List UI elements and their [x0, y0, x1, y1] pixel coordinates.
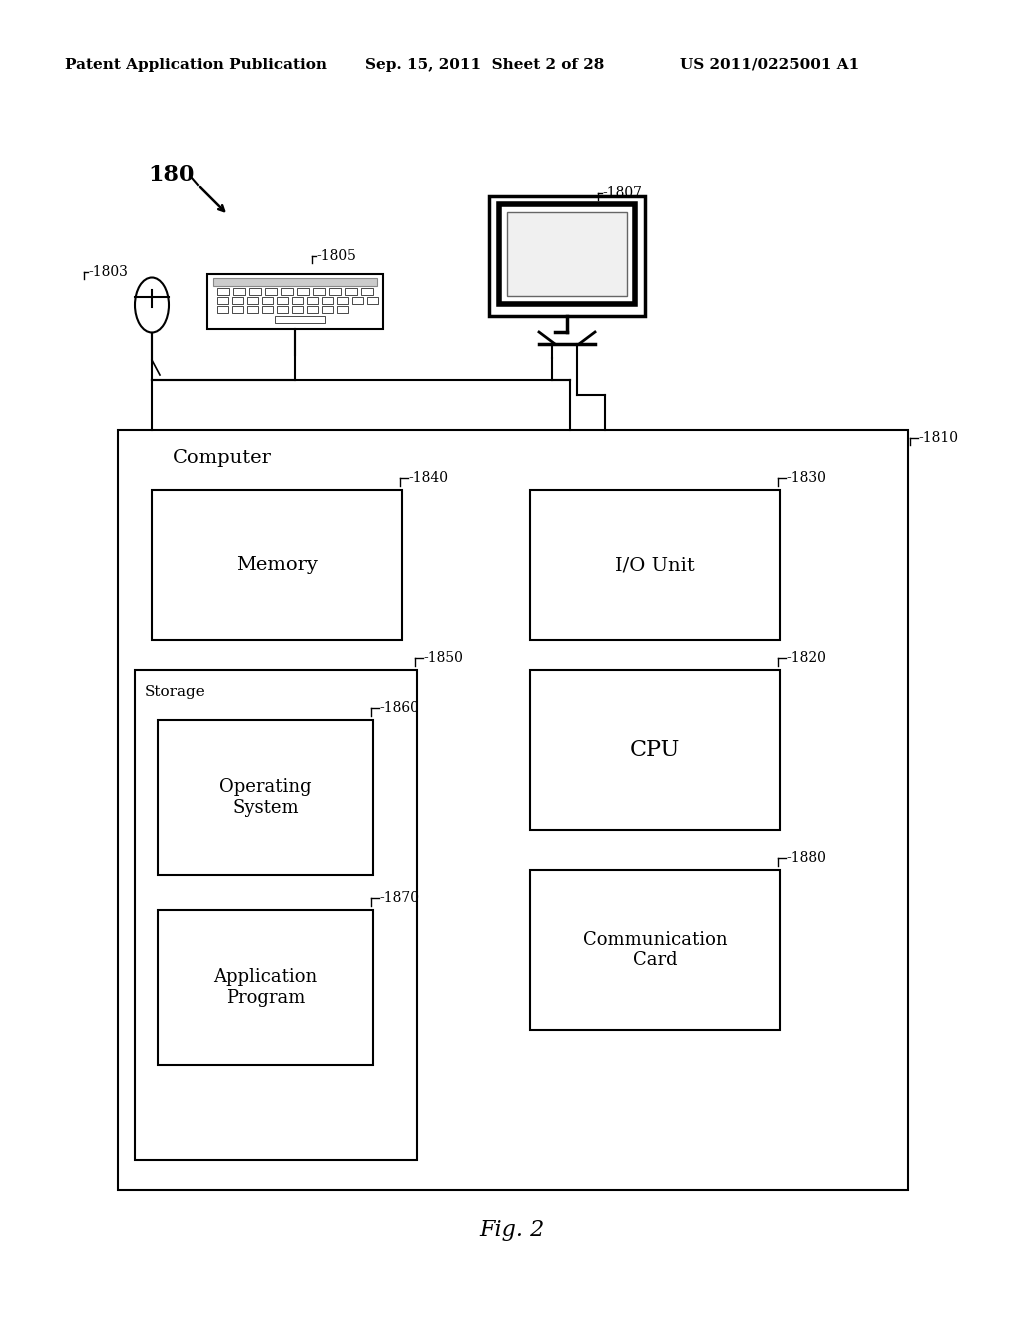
Bar	[249, 288, 261, 294]
Text: Storage: Storage	[145, 685, 206, 700]
Text: -1840: -1840	[408, 471, 449, 484]
Text: -1810: -1810	[918, 432, 958, 445]
Bar	[278, 306, 288, 313]
Bar	[158, 719, 373, 875]
Text: -1805: -1805	[316, 249, 356, 263]
Bar	[361, 288, 373, 294]
Bar	[262, 306, 273, 313]
Bar	[329, 288, 341, 294]
Bar	[322, 306, 333, 313]
Bar	[489, 195, 645, 315]
Bar	[213, 279, 377, 286]
Bar	[307, 297, 318, 304]
Text: Computer: Computer	[173, 449, 272, 467]
Text: -1870: -1870	[379, 891, 419, 906]
Bar	[367, 297, 378, 304]
Bar	[217, 306, 228, 313]
Text: Memory: Memory	[237, 556, 317, 574]
Bar	[530, 671, 780, 830]
Bar	[337, 306, 348, 313]
Bar	[507, 213, 627, 296]
Bar	[247, 297, 258, 304]
Bar	[135, 671, 417, 1160]
Text: Operating
System: Operating System	[219, 777, 312, 817]
Text: -1830: -1830	[786, 471, 826, 484]
Text: -1807: -1807	[602, 186, 642, 201]
Bar	[337, 297, 348, 304]
Bar	[322, 297, 333, 304]
Text: 180: 180	[148, 164, 195, 186]
Bar	[233, 288, 245, 294]
Bar	[232, 306, 243, 313]
Bar	[247, 306, 258, 313]
Bar	[292, 297, 303, 304]
Text: Communication
Card: Communication Card	[583, 931, 727, 969]
Bar	[217, 288, 229, 294]
Text: US 2011/0225001 A1: US 2011/0225001 A1	[680, 58, 859, 73]
Text: -1820: -1820	[786, 651, 826, 665]
Bar	[275, 315, 325, 323]
Text: CPU: CPU	[630, 739, 680, 762]
Ellipse shape	[135, 277, 169, 333]
Text: I/O Unit: I/O Unit	[615, 556, 695, 574]
Text: Patent Application Publication: Patent Application Publication	[65, 58, 327, 73]
Bar	[313, 288, 325, 294]
Bar	[530, 870, 780, 1030]
Bar	[207, 275, 383, 329]
Text: Sep. 15, 2011  Sheet 2 of 28: Sep. 15, 2011 Sheet 2 of 28	[365, 58, 604, 73]
Bar	[499, 205, 635, 304]
Bar	[530, 490, 780, 640]
Text: -1860: -1860	[379, 701, 419, 715]
Text: Fig. 2: Fig. 2	[479, 1218, 545, 1241]
Bar	[217, 297, 228, 304]
Bar	[292, 306, 303, 313]
Bar	[265, 288, 278, 294]
Bar	[158, 909, 373, 1065]
Bar	[118, 430, 908, 1191]
Bar	[307, 306, 318, 313]
Bar	[278, 297, 288, 304]
Text: -1880: -1880	[786, 851, 826, 865]
Bar	[297, 288, 309, 294]
Bar	[352, 297, 362, 304]
Text: Application
Program: Application Program	[213, 968, 317, 1007]
Bar	[152, 490, 402, 640]
Bar	[345, 288, 357, 294]
Text: -1850: -1850	[423, 651, 463, 665]
Bar	[232, 297, 243, 304]
Bar	[281, 288, 293, 294]
Bar	[262, 297, 273, 304]
Text: -1803: -1803	[88, 265, 128, 279]
